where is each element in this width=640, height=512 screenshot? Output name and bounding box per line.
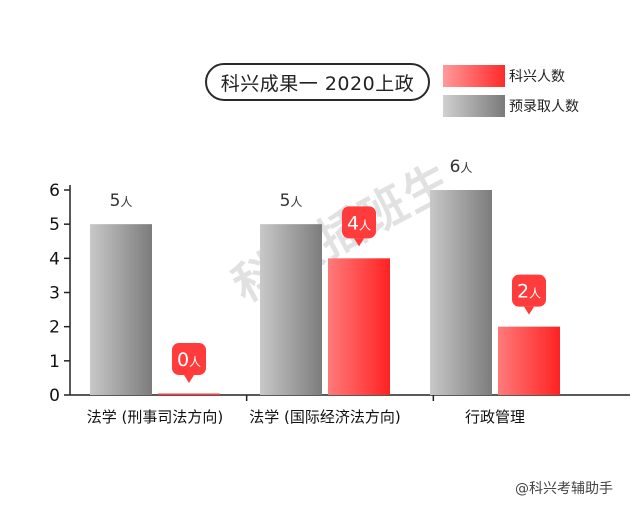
callout-pointer xyxy=(184,375,194,383)
data-label-red: 4人 xyxy=(347,212,371,234)
data-label-gray: 5人 xyxy=(110,191,133,211)
callout-badge xyxy=(172,343,206,375)
bar-gray xyxy=(260,224,322,395)
bar-gray xyxy=(430,190,492,395)
legend-item-red: 科兴人数 xyxy=(443,64,579,88)
y-tick-label: 3 xyxy=(49,284,60,304)
legend-swatch-gray xyxy=(443,95,505,117)
y-tick-label: 1 xyxy=(49,352,60,372)
y-tick-label: 6 xyxy=(49,181,60,201)
y-tick-label: 0 xyxy=(49,386,60,406)
callout-badge xyxy=(512,274,546,307)
bar-gray xyxy=(90,224,152,395)
callout-pointer xyxy=(354,238,364,247)
x-category-label: 法学 (国际经济法方向) xyxy=(249,408,400,426)
x-category-label: 行政管理 xyxy=(465,408,525,426)
source-watermark: @科兴考辅助手 xyxy=(515,481,613,497)
bar-red xyxy=(498,326,560,395)
y-tick-label: 5 xyxy=(49,215,60,235)
y-tick-label: 4 xyxy=(49,249,60,269)
legend: 科兴人数 预录取人数 xyxy=(443,64,579,124)
bar-red xyxy=(328,258,390,395)
legend-swatch-red xyxy=(443,65,505,87)
legend-label-gray: 预录取人数 xyxy=(509,99,579,115)
legend-label-red: 科兴人数 xyxy=(509,69,565,85)
callout-badge xyxy=(342,206,376,239)
data-label-red: 0人 xyxy=(177,349,201,371)
data-label-gray: 5人 xyxy=(280,191,303,211)
data-label-red: 2人 xyxy=(517,281,541,303)
callout-pointer xyxy=(524,306,534,315)
bar-red xyxy=(158,393,220,395)
chart-title: 科兴成果一 2020上政 xyxy=(205,63,430,101)
legend-item-gray: 预录取人数 xyxy=(443,94,579,118)
y-tick-label: 2 xyxy=(49,318,60,338)
data-label-gray: 6人 xyxy=(450,157,473,177)
x-category-label: 法学 (刑事司法方向) xyxy=(87,408,223,426)
